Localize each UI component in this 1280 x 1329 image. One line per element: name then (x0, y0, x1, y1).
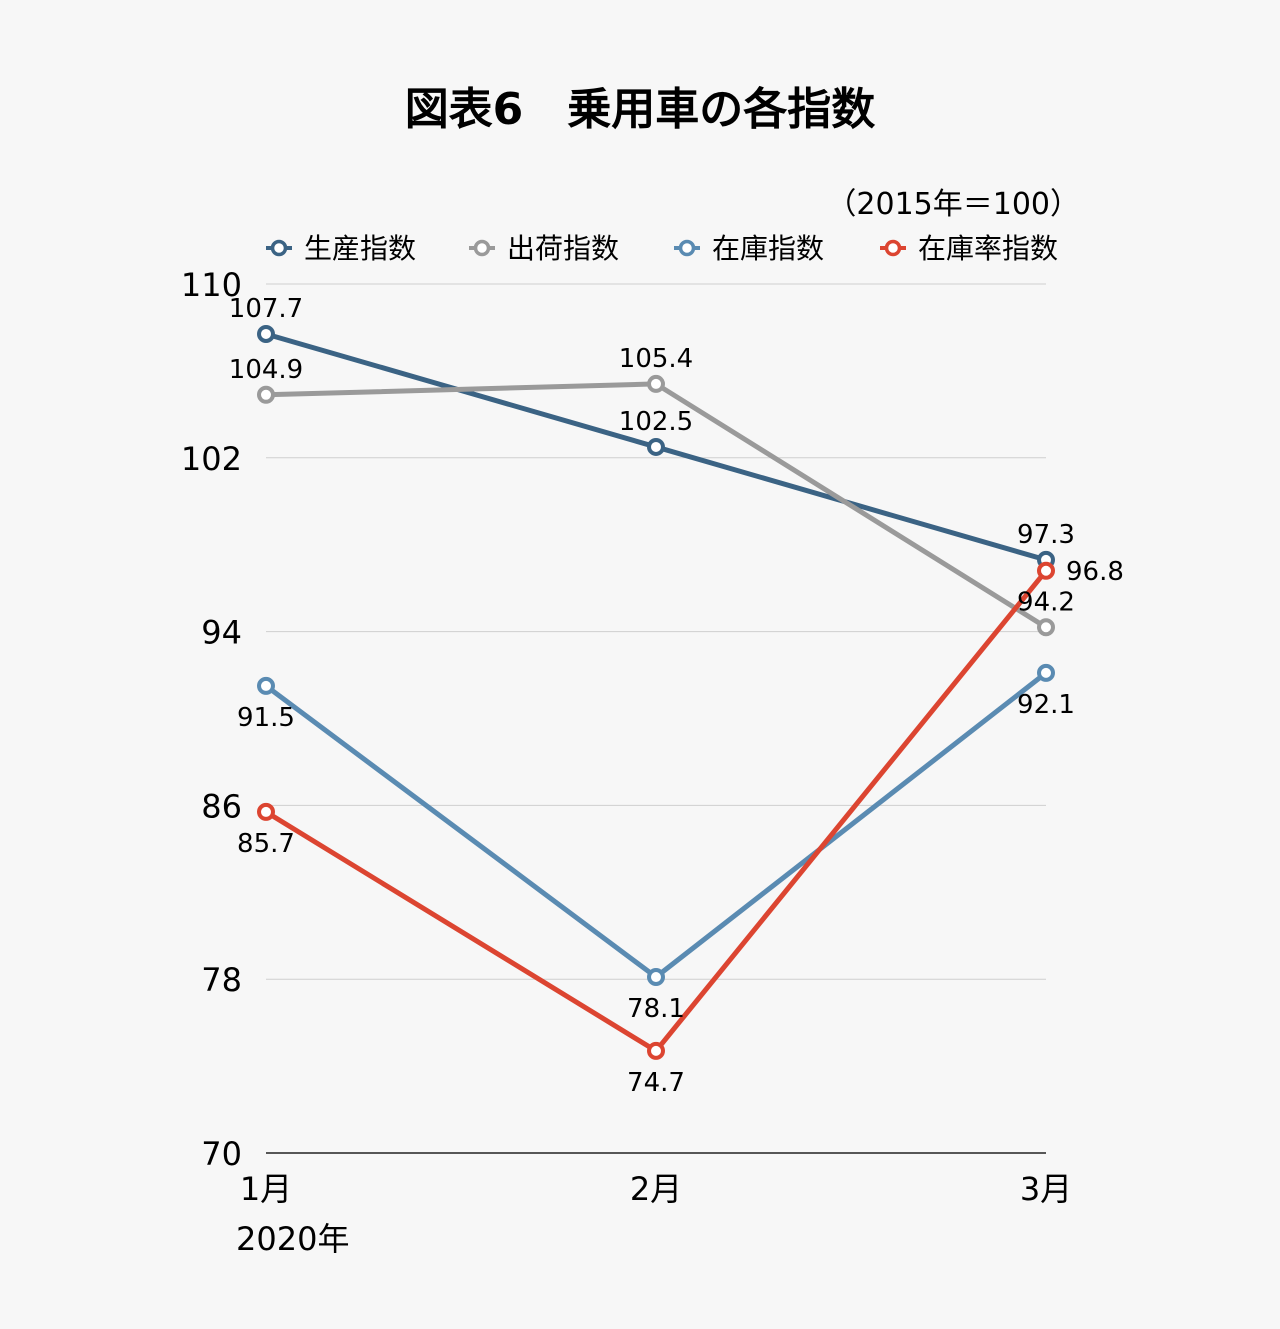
data-labels: 107.7 102.5 97.3 104.9 105.4 94.2 91.5 78.1 92.1… (229, 294, 1124, 1098)
data-label: 107.7 (229, 294, 303, 324)
y-tick-label: 94 (201, 614, 242, 652)
legend-label: 在庫指数 (712, 232, 824, 265)
legend-marker (270, 239, 288, 257)
legend: 生産指数 出荷指数 在庫指数 在庫率指数 (266, 232, 1058, 265)
x-tick-label: 3月 (1020, 1170, 1072, 1208)
x-tick-label: 2月 (630, 1170, 682, 1208)
data-label: 78.1 (627, 994, 685, 1024)
y-axis-ticks: 70 78 86 94 102 110 (181, 266, 242, 1173)
legend-item: 在庫率指数 (880, 232, 1058, 265)
x-axis-ticks: 1月 2020年 2月 3月 (236, 1170, 1072, 1258)
y-tick-label: 110 (181, 266, 242, 304)
unit-note: （2015年＝100） (826, 187, 1080, 222)
data-point (257, 385, 275, 404)
legend-item: 出荷指数 (469, 232, 619, 265)
data-label: 91.5 (237, 703, 295, 733)
legend-item: 在庫指数 (674, 232, 824, 265)
legend-label: 在庫率指数 (918, 232, 1058, 265)
data-point (1037, 618, 1055, 637)
data-label: 92.1 (1017, 690, 1075, 720)
legend-marker (884, 239, 902, 257)
series-lines (257, 324, 1055, 1060)
data-point (647, 1041, 665, 1060)
data-point (257, 676, 275, 695)
x-tick-sublabel: 2020年 (236, 1220, 349, 1258)
legend-marker (678, 239, 696, 257)
legend-label: 出荷指数 (507, 232, 619, 265)
data-point (257, 802, 275, 821)
data-point (647, 968, 665, 987)
chart-title: 図表6 乗用車の各指数 (405, 84, 876, 135)
data-point (1037, 663, 1055, 682)
x-tick-label: 1月 (240, 1170, 292, 1208)
data-label: 74.7 (627, 1068, 685, 1098)
data-label: 104.9 (229, 355, 303, 385)
y-tick-label: 78 (201, 961, 242, 999)
data-point (1037, 561, 1055, 580)
legend-marker (473, 239, 491, 257)
gridlines (266, 283, 1046, 1154)
data-label: 94.2 (1017, 587, 1075, 617)
y-tick-label: 102 (181, 440, 242, 478)
data-label: 96.8 (1066, 557, 1124, 587)
y-tick-label: 70 (201, 1135, 242, 1173)
data-point (647, 374, 665, 393)
data-label: 85.7 (237, 829, 295, 859)
data-label: 97.3 (1017, 520, 1075, 550)
data-label: 102.5 (619, 407, 693, 437)
legend-label: 生産指数 (304, 232, 416, 265)
y-tick-label: 86 (201, 787, 242, 825)
data-point (647, 437, 665, 456)
legend-item: 生産指数 (266, 232, 416, 265)
data-point (257, 324, 275, 343)
data-label: 105.4 (619, 344, 693, 374)
